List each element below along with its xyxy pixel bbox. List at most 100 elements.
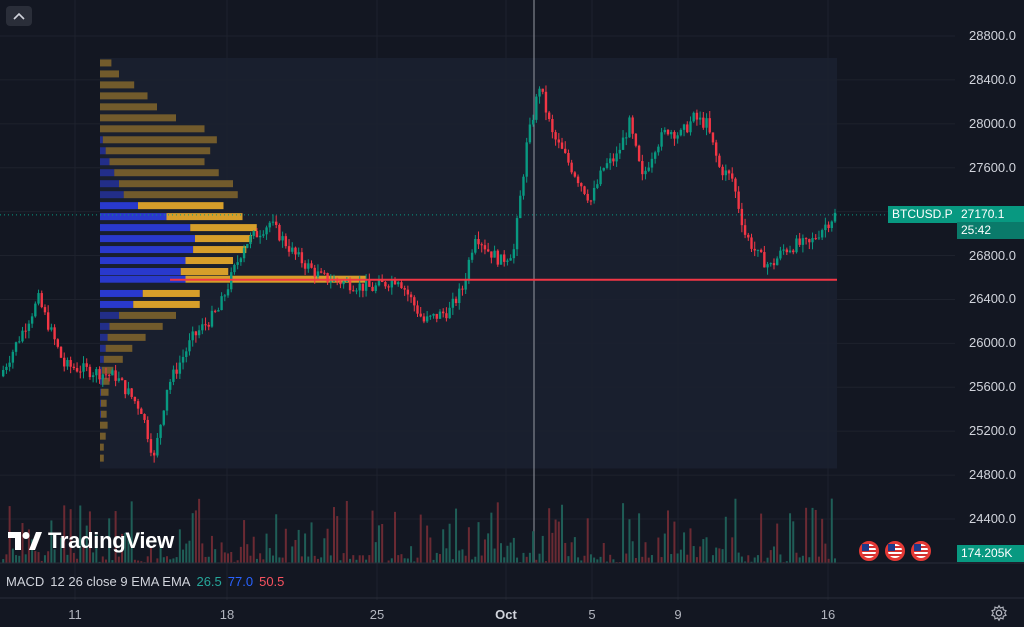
- volume-profile-bar-up: [100, 322, 110, 330]
- candle-body: [364, 280, 368, 291]
- candle-body: [621, 137, 625, 150]
- candle-body: [59, 346, 63, 358]
- volume-bar: [461, 549, 464, 563]
- candle-body: [753, 248, 756, 251]
- volume-bar: [753, 557, 756, 563]
- candle-body: [448, 307, 451, 319]
- candle-body: [445, 313, 448, 319]
- volume-profile-bar-down: [100, 92, 148, 100]
- volume-profile-bar-up: [100, 344, 106, 352]
- volume-bar: [101, 556, 104, 563]
- candle-body: [27, 323, 31, 331]
- volume-bar: [419, 514, 422, 563]
- volume-bar: [24, 554, 27, 563]
- candle-body: [220, 296, 223, 311]
- settings-icon[interactable]: [990, 604, 1008, 622]
- volume-profile-bar-up: [100, 136, 103, 144]
- candle-body: [133, 396, 137, 402]
- candle-body: [348, 280, 352, 291]
- volume-bar: [410, 546, 413, 563]
- candle-body: [393, 279, 397, 285]
- volume-bar: [329, 555, 332, 563]
- volume-profile-bar-down: [101, 377, 110, 385]
- candle-body: [557, 139, 561, 143]
- volume-bar: [692, 546, 695, 563]
- volume-bar: [72, 552, 75, 563]
- candle-body: [766, 264, 769, 268]
- volume-profile-bar-up: [100, 399, 101, 407]
- candle-body: [596, 184, 599, 188]
- candle-body: [666, 129, 670, 135]
- volume-bar: [140, 561, 143, 563]
- collapse-button[interactable]: [6, 6, 32, 26]
- volume-bar: [528, 552, 531, 563]
- candle-body: [503, 254, 506, 262]
- candle-body: [779, 250, 782, 259]
- volume-bar: [361, 555, 364, 563]
- us-flag-icon[interactable]: [858, 540, 880, 562]
- volume-profile-bar-up: [100, 213, 167, 221]
- economic-events[interactable]: [858, 540, 932, 562]
- volume-bar: [349, 558, 352, 563]
- volume-bar: [702, 539, 705, 563]
- candle-body: [201, 324, 204, 331]
- candle-body: [297, 252, 300, 255]
- volume-bar: [397, 555, 400, 563]
- volume-bar: [821, 518, 824, 563]
- candle-body: [204, 324, 207, 326]
- volume-bar: [227, 553, 230, 563]
- macd-signal-value: 77.0: [227, 574, 254, 589]
- candle-body: [246, 244, 249, 248]
- volume-bar: [394, 511, 397, 563]
- candle-body: [512, 249, 516, 259]
- candle-body: [69, 360, 72, 367]
- candle-body: [387, 286, 390, 288]
- candle-body: [294, 247, 297, 255]
- volume-bar: [230, 552, 233, 563]
- volume-bar: [532, 531, 535, 563]
- candle-body: [544, 91, 548, 113]
- candle-body: [380, 279, 384, 282]
- candle-body: [435, 313, 438, 319]
- volume-profile-bar-down: [100, 388, 109, 396]
- macd-value: 26.5: [196, 574, 222, 589]
- us-flag-icon[interactable]: [910, 540, 932, 562]
- volume-bar: [734, 498, 737, 563]
- volume-profile-bar-down: [100, 70, 119, 78]
- volume-bar: [239, 546, 242, 563]
- candle-body: [496, 250, 499, 265]
- volume-bar: [76, 558, 79, 563]
- candle-body: [185, 351, 188, 357]
- volume-bar: [506, 545, 509, 563]
- volume-bar: [117, 556, 120, 563]
- volume-bar: [570, 542, 573, 563]
- candle-body: [782, 249, 785, 251]
- volume-bar: [676, 553, 679, 563]
- candle-body: [714, 142, 718, 156]
- volume-bar: [220, 542, 223, 563]
- volume-profile-bar-down: [114, 169, 219, 177]
- candle-body: [775, 258, 779, 266]
- volume-bar: [15, 555, 18, 563]
- volume-profile-bar-up: [100, 180, 119, 188]
- candle-body: [169, 381, 172, 390]
- candle-body: [233, 264, 236, 273]
- volume-bar: [557, 521, 560, 563]
- volume-bar: [628, 519, 631, 563]
- candle-body: [114, 370, 117, 381]
- macd-params: 12 26 close 9 EMA EMA: [50, 574, 191, 589]
- candle-body: [451, 298, 455, 308]
- volume-bar: [43, 555, 46, 563]
- macd-legend[interactable]: MACD 12 26 close 9 EMA EMA 26.5 77.0 50.…: [6, 574, 284, 589]
- candle-body: [358, 283, 361, 291]
- us-flag-icon[interactable]: [884, 540, 906, 562]
- volume-bar: [660, 557, 663, 563]
- candle-body: [541, 88, 544, 92]
- volume-bar: [252, 536, 255, 563]
- volume-bar: [789, 513, 792, 563]
- watermark-text: TradingView: [48, 528, 174, 553]
- candle-body: [454, 298, 458, 304]
- volume-bar: [406, 558, 409, 563]
- candle-body: [43, 307, 47, 313]
